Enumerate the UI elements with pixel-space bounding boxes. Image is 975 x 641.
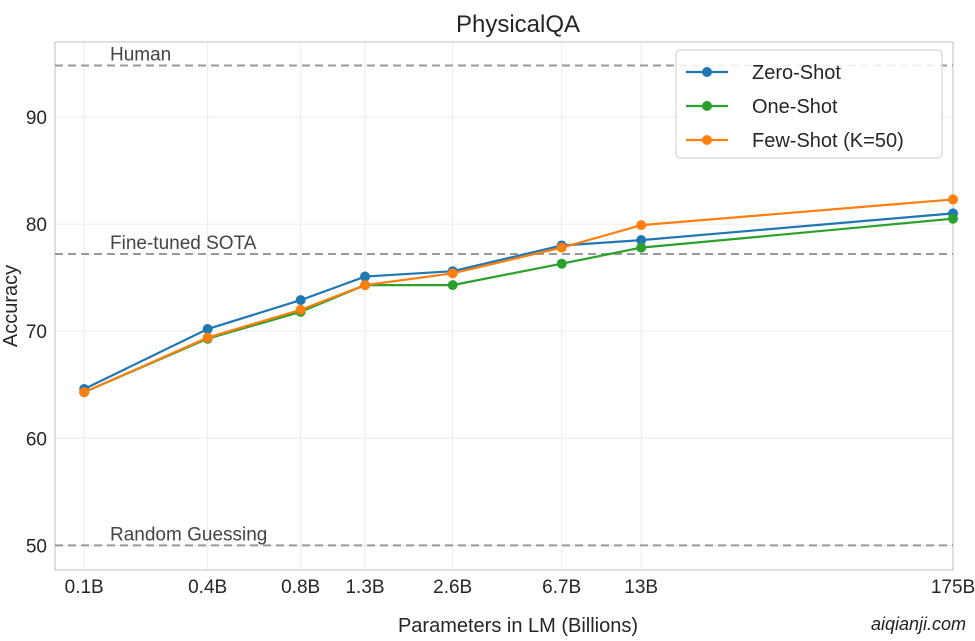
series-few-shot-k-50- bbox=[79, 194, 958, 398]
legend-label: Zero-Shot bbox=[752, 62, 841, 84]
data-point bbox=[948, 194, 958, 205]
legend-marker bbox=[702, 101, 712, 111]
data-point bbox=[360, 280, 371, 291]
y-tick-label: 90 bbox=[26, 108, 47, 129]
legend-label: One-Shot bbox=[752, 96, 838, 118]
reference-label: Fine-tuned SOTA bbox=[110, 233, 257, 254]
y-tick-label: 50 bbox=[26, 536, 47, 557]
data-point bbox=[556, 242, 567, 253]
data-point bbox=[295, 304, 306, 315]
data-point bbox=[447, 280, 458, 291]
x-tick-label: 6.7B bbox=[542, 577, 581, 598]
plot-frame bbox=[54, 41, 954, 571]
x-tick-label: 1.3B bbox=[345, 577, 384, 598]
x-tick-label: 2.6B bbox=[433, 577, 472, 598]
legend-marker bbox=[702, 67, 712, 77]
series-line bbox=[83, 217, 954, 394]
y-tick-label: 80 bbox=[26, 215, 47, 236]
reference-label: Random Guessing bbox=[110, 524, 267, 545]
y-tick-label: 60 bbox=[26, 429, 47, 450]
reference-lines: Human Fine-tuned SOTA Random Guessing bbox=[55, 45, 953, 547]
series-line bbox=[83, 212, 954, 390]
legend-label: Few-Shot (K=50) bbox=[752, 130, 904, 152]
legend-box bbox=[675, 49, 943, 159]
x-axis-label: Parameters in LM (Billions) bbox=[398, 615, 638, 636]
legend: Zero-Shot One-Shot Few-Shot (K=50) bbox=[675, 49, 943, 159]
data-point bbox=[202, 324, 213, 335]
data-point bbox=[636, 220, 647, 231]
watermark: aiqianji.com bbox=[871, 614, 966, 634]
tick-labels: 0.1B 0.4B 0.8B 1.3B 2.6B 6.7B 13B 175B 50 60 70 80 9… bbox=[26, 108, 975, 598]
x-tick-label: 0.1B bbox=[65, 577, 104, 598]
data-point bbox=[556, 258, 567, 269]
x-tick-label: 0.4B bbox=[188, 577, 227, 598]
y-tick-label: 70 bbox=[26, 322, 47, 343]
y-axis-label: Accuracy bbox=[0, 265, 22, 347]
series-line bbox=[83, 198, 954, 394]
x-tick-label: 13B bbox=[624, 577, 658, 598]
data-point bbox=[447, 268, 458, 279]
legend-marker bbox=[702, 135, 712, 145]
x-tick-label: 0.8B bbox=[281, 577, 320, 598]
x-tick-label: 175B bbox=[931, 577, 975, 598]
data-point bbox=[202, 332, 213, 343]
data-point bbox=[79, 387, 90, 398]
chart-title: PhysicalQA bbox=[456, 11, 580, 38]
reference-label: Human bbox=[110, 45, 171, 66]
series-group bbox=[79, 194, 958, 398]
data-point bbox=[360, 271, 371, 282]
data-point bbox=[948, 213, 958, 224]
data-point bbox=[295, 295, 306, 306]
data-point bbox=[636, 235, 647, 246]
data-point bbox=[636, 242, 647, 253]
